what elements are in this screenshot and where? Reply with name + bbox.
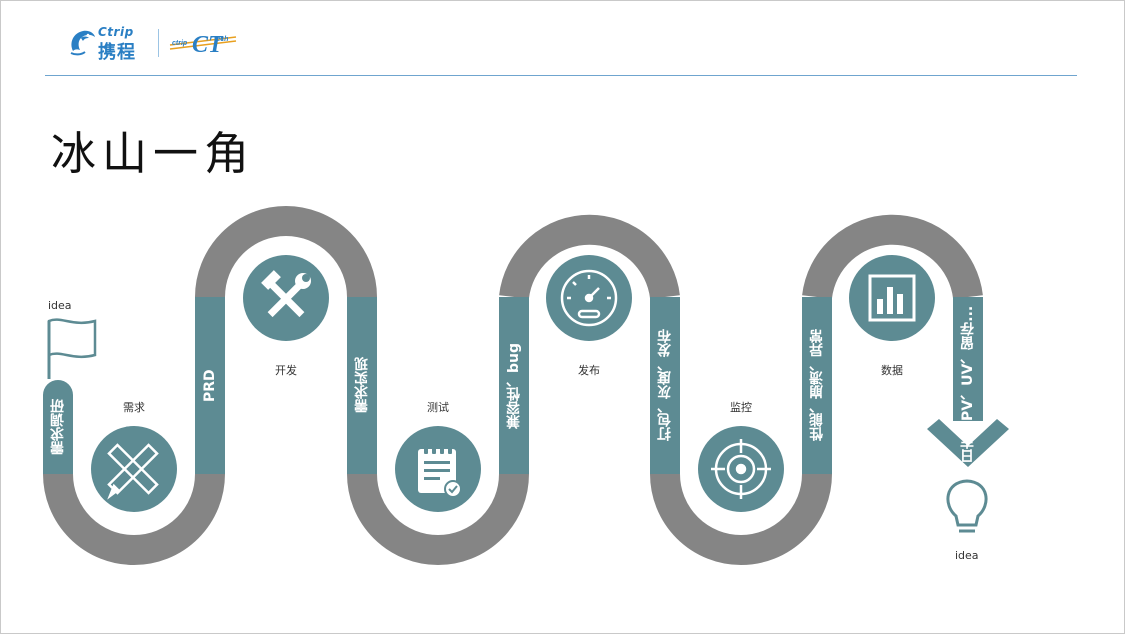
lightbulb-icon: [946, 479, 988, 533]
pencil-ruler-icon: [107, 443, 159, 500]
segment-label-performance: 性能、崩溃、异常: [809, 329, 825, 442]
stage-label-data: 数据: [881, 364, 903, 377]
flag-icon: [47, 318, 97, 379]
ctrip-logo: Ctrip 携程: [67, 25, 149, 63]
header-rule: [45, 75, 1077, 76]
dolphin-icon: [70, 30, 95, 56]
svg-text:CT: CT: [192, 32, 224, 58]
bar-chart-icon: [868, 274, 916, 322]
segment-label-data-metrics: 日志、PV、UV、留存...: [960, 305, 976, 464]
page-title: 冰山一角: [51, 127, 256, 180]
gauge-icon: [560, 269, 618, 327]
start-idea-label: idea: [48, 299, 72, 312]
notepad-check-icon: [418, 445, 462, 498]
ctrip-tech-logo: ctrip tech CT: [169, 32, 237, 58]
segment-label-implementation: 需求实现: [354, 357, 370, 414]
ctrip-logo-cn: 携程: [98, 42, 136, 63]
segment-label-prd: PRD: [202, 369, 218, 402]
segment-label-compatibility: 兼容性、bug: [506, 342, 522, 429]
svg-text:ctrip: ctrip: [172, 40, 188, 47]
logo-separator: [158, 29, 159, 57]
segment-label-requirement-research: 需求调研: [50, 399, 66, 456]
hammer-wrench-icon: [261, 270, 311, 318]
segment-label-release-steps: 打包、灰度、发布: [657, 329, 673, 442]
stage-label-requirement: 需求: [123, 401, 145, 414]
stage-label-testing: 测试: [427, 401, 449, 414]
stage-label-monitoring: 监控: [730, 401, 752, 414]
target-icon: [711, 439, 771, 499]
stage-label-development: 开发: [275, 364, 297, 377]
end-idea-label: idea: [955, 549, 979, 562]
svg-text:tech: tech: [214, 36, 228, 43]
ctrip-logo-en: Ctrip: [98, 25, 134, 39]
stage-label-release: 发布: [578, 364, 600, 377]
